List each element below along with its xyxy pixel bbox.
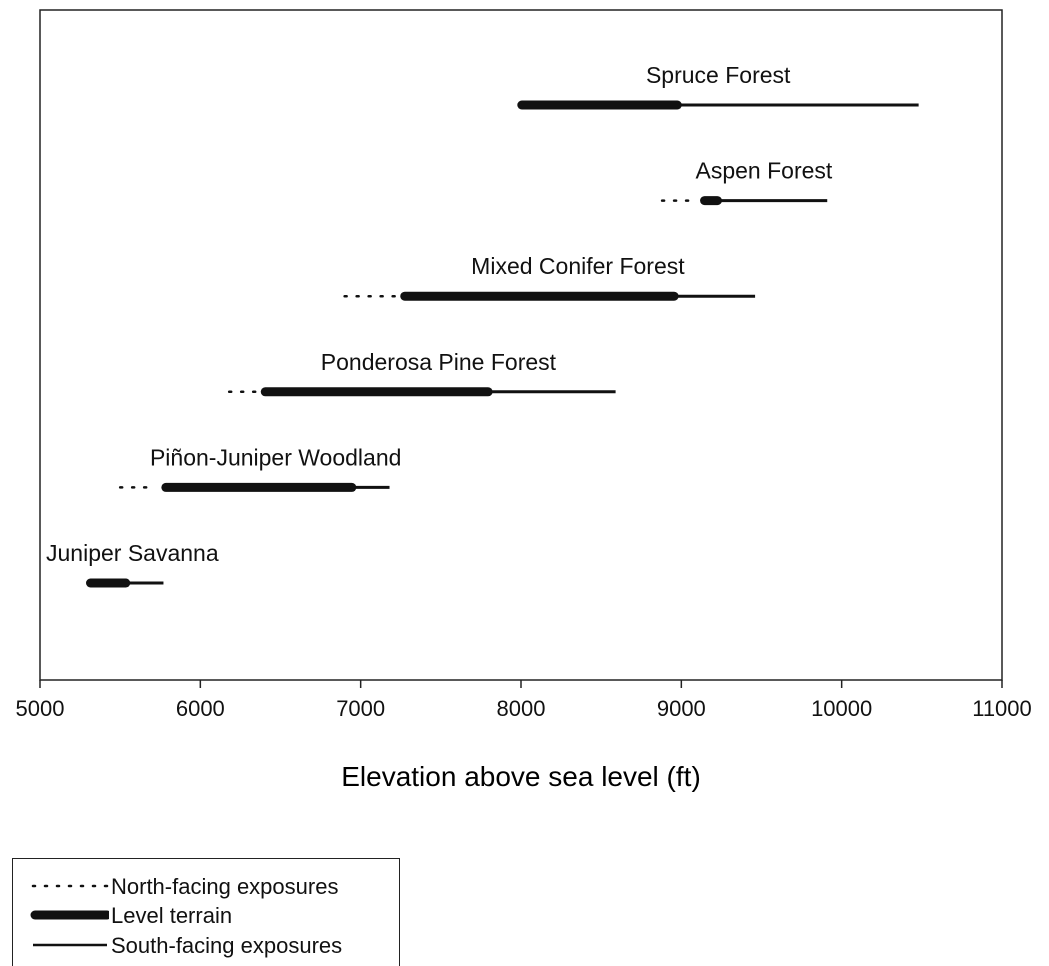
thick-line-swatch — [29, 900, 109, 930]
x-axis-ticks: 5000 6000 7000 8000 9000 10000 11000 — [16, 680, 1032, 721]
legend-item-south: South-facing exposures — [13, 930, 399, 960]
chart-svg: 5000 6000 7000 8000 9000 10000 11000 Spruce Fo… — [0, 0, 1049, 860]
x-tick-label: 10000 — [811, 696, 872, 721]
dotted-line-swatch — [29, 871, 109, 901]
legend-item-level: Level terrain — [13, 900, 399, 930]
thin-line-swatch — [29, 930, 109, 960]
zone-label: Juniper Savanna — [46, 540, 219, 566]
legend-item-north: North-facing exposures — [13, 871, 399, 901]
x-axis-label: Elevation above sea level (ft) — [341, 761, 701, 792]
zone-juniper-savanna: Juniper Savanna — [46, 540, 219, 583]
zone-label: Ponderosa Pine Forest — [321, 349, 557, 375]
zone-label: Aspen Forest — [696, 158, 833, 184]
x-tick-label: 5000 — [16, 696, 65, 721]
plot-frame — [40, 10, 1002, 680]
zone-label: Mixed Conifer Forest — [471, 253, 685, 279]
zone-label: Spruce Forest — [646, 62, 791, 88]
zone-spruce-forest: Spruce Forest — [522, 62, 919, 105]
zone-pi-on-juniper-woodland: Piñon-Juniper Woodland — [120, 444, 401, 487]
x-tick-label: 6000 — [176, 696, 225, 721]
legend-label-south: South-facing exposures — [111, 933, 342, 959]
legend: North-facing exposures Level terrain Sou… — [12, 858, 400, 966]
x-tick-label: 7000 — [336, 696, 385, 721]
legend-label-north: North-facing exposures — [111, 874, 338, 900]
legend-label-level: Level terrain — [111, 903, 232, 929]
zone-ponderosa-pine-forest: Ponderosa Pine Forest — [229, 349, 615, 392]
x-tick-label: 11000 — [972, 696, 1032, 721]
x-tick-label: 9000 — [657, 696, 706, 721]
plot-border — [40, 10, 1002, 680]
vegetation-zones: Spruce Forest Aspen Forest Mixed Conifer F… — [46, 62, 919, 583]
zone-mixed-conifer-forest: Mixed Conifer Forest — [345, 253, 755, 296]
x-tick-label: 8000 — [497, 696, 546, 721]
zone-label: Piñon-Juniper Woodland — [150, 444, 401, 470]
zone-aspen-forest: Aspen Forest — [662, 158, 833, 201]
